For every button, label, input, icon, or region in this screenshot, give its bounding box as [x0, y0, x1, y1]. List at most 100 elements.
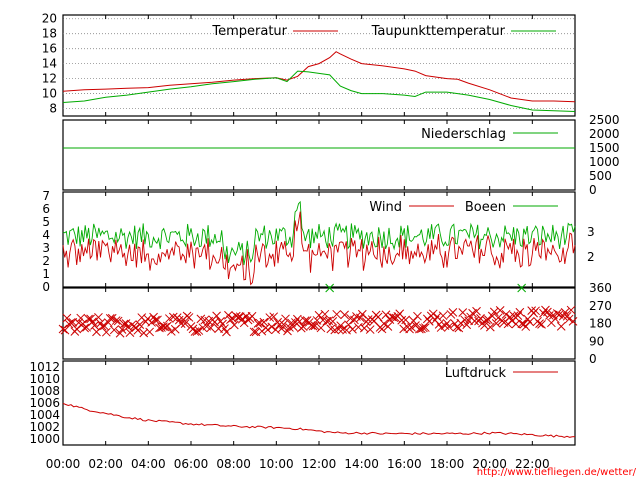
legend-wind: Wind	[369, 200, 402, 215]
cross-stroke-b	[212, 311, 221, 321]
cross-stroke-b	[560, 307, 570, 317]
cross-stroke-b	[332, 309, 342, 319]
dir-point	[491, 319, 501, 328]
cross-stroke-b	[289, 322, 298, 332]
cross-stroke-b	[228, 313, 237, 323]
dir-point	[271, 325, 281, 335]
cross-stroke-b	[485, 322, 495, 332]
dir-y-tick: 90	[589, 334, 604, 348]
dir-point	[552, 309, 562, 318]
dir-point	[147, 318, 156, 327]
wind-series-line	[62, 211, 576, 286]
dir-point	[509, 311, 519, 321]
cross-stroke-b	[357, 309, 367, 319]
dir-point	[60, 325, 70, 335]
dir-point	[495, 306, 505, 315]
cross-stroke-b	[271, 325, 281, 335]
cross-stroke-b	[326, 324, 336, 334]
dir-point	[279, 320, 288, 329]
cross-stroke-b	[96, 319, 105, 328]
cross-stroke-b	[277, 324, 286, 333]
cross-stroke-b	[489, 307, 499, 317]
dir-point	[119, 319, 129, 329]
dir-point	[377, 324, 387, 334]
cross-stroke-b	[495, 306, 505, 315]
dir-point	[277, 324, 286, 333]
dir-point	[381, 310, 391, 320]
rain-y-tick: 2000	[589, 127, 620, 141]
cross-stroke-b	[220, 324, 229, 333]
dir-point	[161, 322, 170, 332]
dir-point	[472, 306, 481, 316]
cross-stroke-b	[168, 312, 178, 322]
dir-point	[281, 314, 290, 324]
x-tick-label: 14:00	[344, 457, 379, 471]
dir-point	[289, 322, 298, 332]
dir-point	[493, 313, 503, 323]
dir-point	[58, 324, 68, 334]
dir-point	[556, 321, 566, 331]
x-tick-label: 22:00	[515, 457, 550, 471]
cross-stroke-b	[196, 314, 206, 324]
dir-point	[379, 319, 389, 329]
legend-boeen: Boeen	[465, 200, 506, 215]
dir-point	[438, 311, 448, 321]
dir-point	[168, 312, 178, 322]
dir-point	[249, 327, 259, 337]
dir-point	[212, 311, 221, 321]
dir-point	[476, 314, 485, 323]
cross-stroke-b	[269, 312, 279, 322]
cross-stroke-b	[222, 327, 231, 337]
gust-dir-point	[517, 283, 527, 293]
cross-stroke-b	[460, 315, 470, 325]
cross-stroke-b	[564, 314, 574, 324]
legend-temperatur: Temperatur	[211, 24, 287, 39]
cross-stroke-b	[218, 319, 227, 329]
cross-stroke-b	[314, 310, 324, 320]
dir-point	[76, 313, 86, 323]
wind-y-tick: 1	[42, 267, 50, 281]
dir-point	[166, 327, 176, 336]
cross-stroke-b	[121, 319, 131, 328]
temp-series-line-1	[62, 70, 576, 112]
x-tick-label: 04:00	[131, 457, 166, 471]
cross-stroke-b	[306, 321, 316, 330]
cross-stroke-b	[482, 315, 491, 325]
wind-y-tick: 5	[42, 215, 50, 229]
cross-stroke-b	[298, 322, 308, 332]
cross-stroke-b	[395, 309, 405, 319]
x-tick-label: 00:00	[46, 457, 81, 471]
dir-point	[206, 323, 216, 333]
cross-stroke-b	[125, 328, 135, 337]
dir-point	[306, 321, 316, 330]
dir-point	[239, 318, 249, 328]
dir-point	[145, 327, 154, 337]
cross-stroke-b	[202, 321, 212, 331]
cross-stroke-b	[493, 313, 503, 323]
pressure-y-tick: 1002	[29, 420, 60, 434]
cross-stroke-b	[66, 318, 76, 328]
cross-stroke-b	[74, 318, 84, 327]
cross-stroke-b	[525, 317, 535, 327]
cross-stroke-b	[377, 324, 387, 334]
dir-point	[151, 315, 160, 325]
dir-point	[253, 319, 263, 328]
cross-stroke-b	[470, 316, 479, 326]
dir-point	[216, 316, 225, 326]
cross-stroke-b	[515, 307, 525, 317]
cross-stroke-b	[383, 322, 393, 331]
temp-y-tick: 12	[42, 72, 57, 86]
cross-stroke-b	[310, 321, 320, 331]
cross-stroke-b	[348, 324, 357, 334]
cross-stroke-b	[60, 325, 70, 335]
x-tick-label: 20:00	[472, 457, 507, 471]
cross-stroke-b	[133, 325, 143, 335]
cross-stroke-b	[84, 314, 93, 324]
cross-stroke-b	[105, 313, 115, 323]
cross-stroke-b	[119, 319, 129, 329]
cross-stroke-b	[76, 313, 86, 323]
dir-point	[107, 313, 117, 323]
cross-stroke-b	[413, 311, 422, 321]
wind-y-tick: 0	[42, 280, 50, 294]
cross-stroke-b	[336, 321, 346, 330]
